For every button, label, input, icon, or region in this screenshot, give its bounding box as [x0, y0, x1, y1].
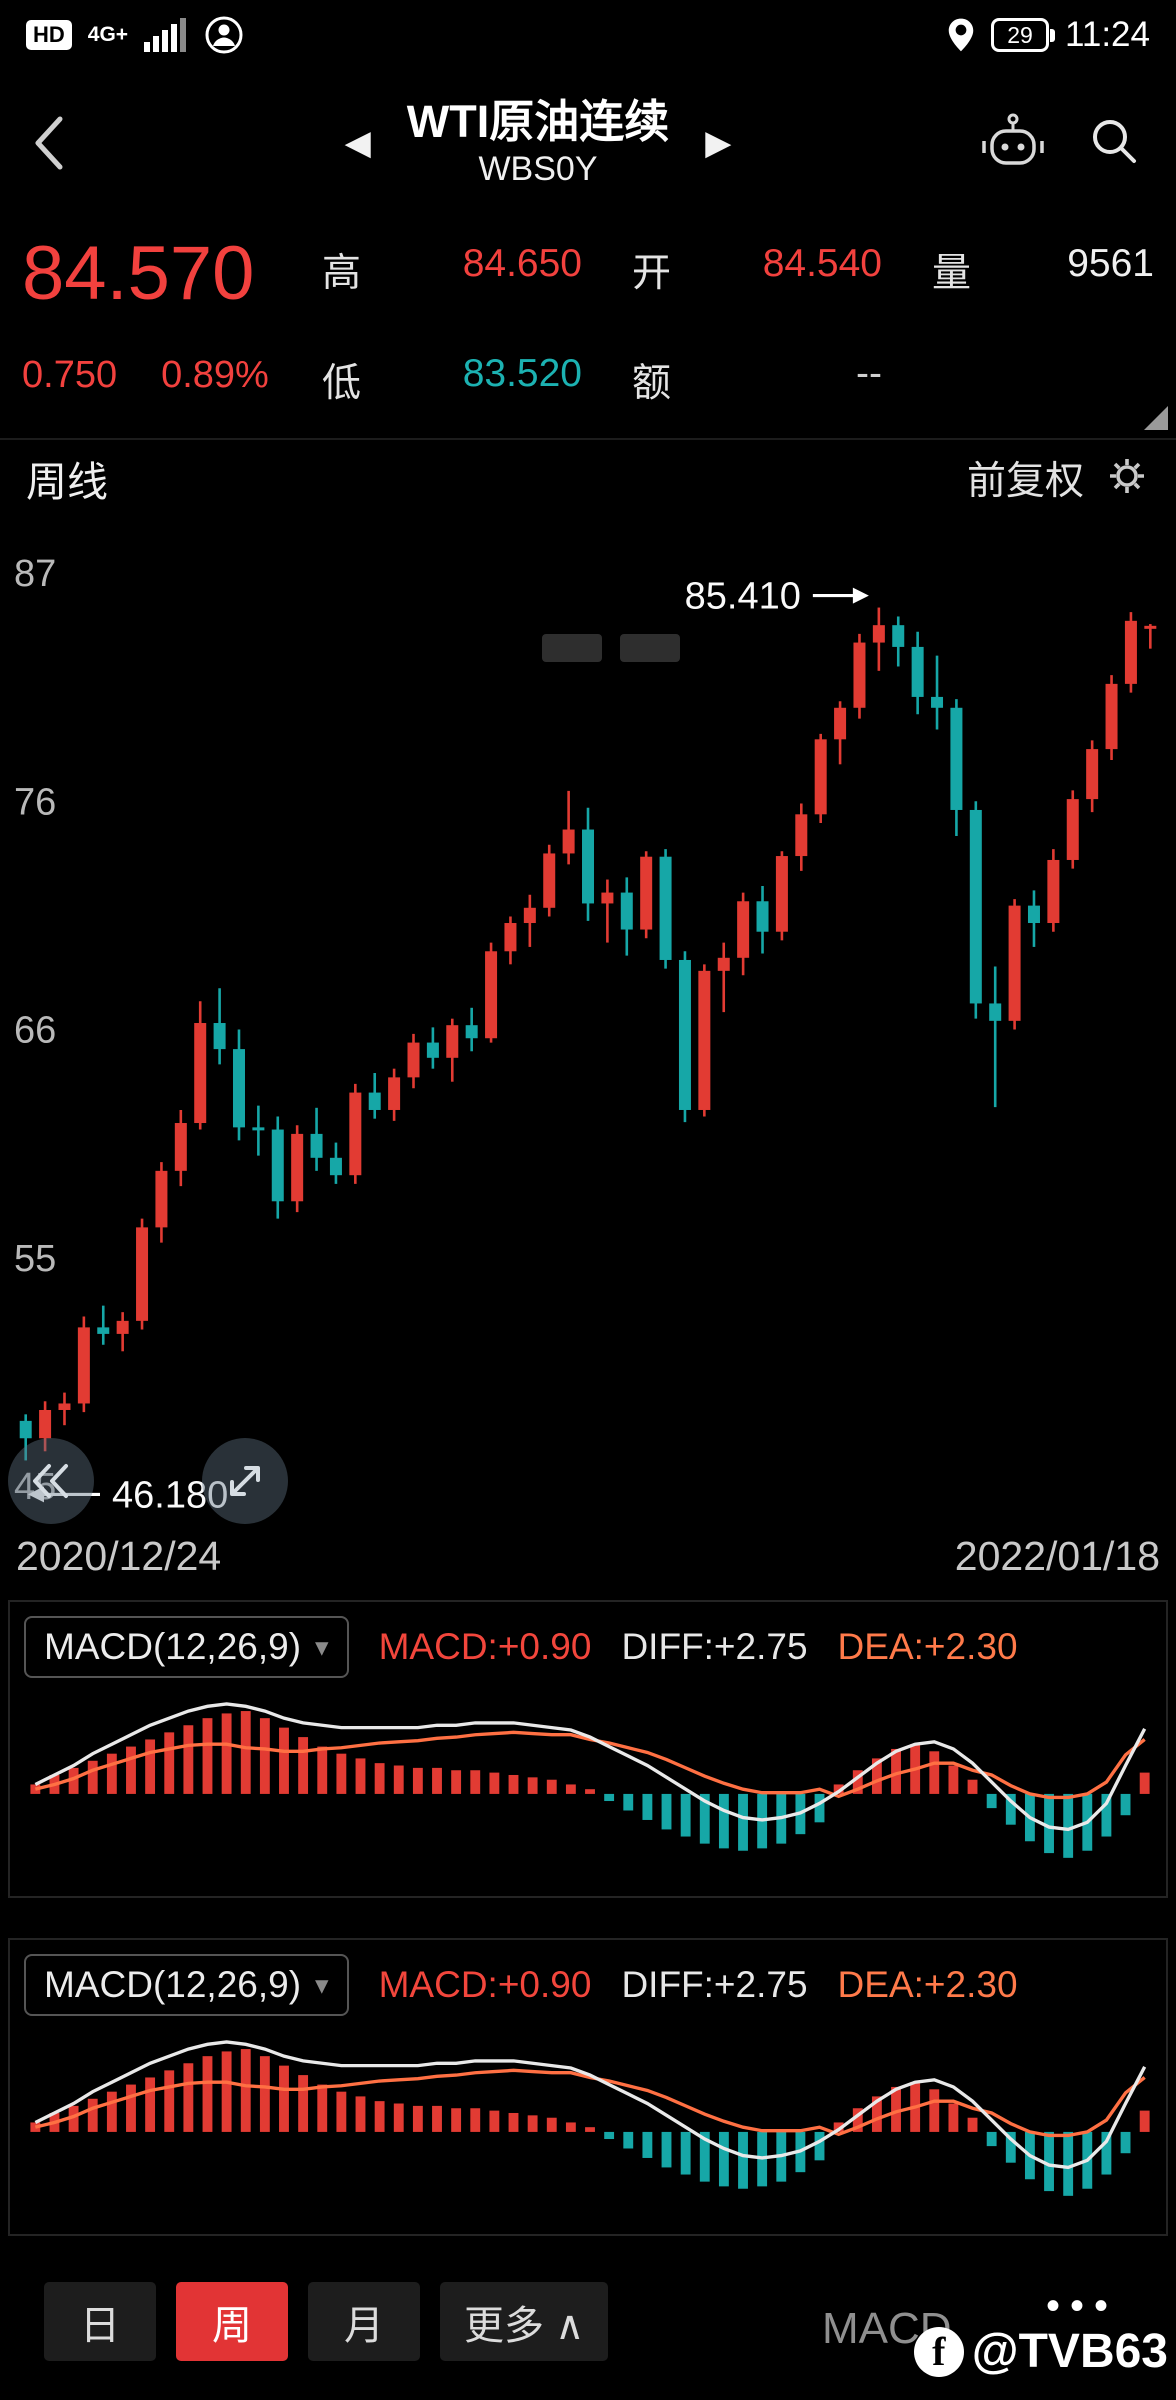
kline-chart[interactable]: 87 76 66 55 45 85.410 46.180	[0, 516, 1176, 1528]
expand-arrows-icon	[230, 1466, 260, 1496]
tab-month[interactable]: 月	[308, 2282, 420, 2361]
tab-day[interactable]: 日	[44, 2282, 156, 2361]
volume-value: 9561	[1067, 242, 1154, 285]
next-symbol-button[interactable]: ▶	[705, 124, 732, 162]
status-bar: HD 4G+ 29 11:24	[0, 0, 1176, 70]
end-date: 2022/01/18	[954, 1532, 1160, 1579]
open-value: 84.540	[762, 242, 882, 285]
status-right-group: 29 11:24	[947, 15, 1150, 55]
macd-header-1: MACD(12,26,9) ▾ MACD:+0.90 DIFF:+2.75 DE…	[24, 1616, 1152, 1678]
tab-more[interactable]: 更多 ∧	[440, 2282, 609, 2361]
indicator-selector-label: MACD(12,26,9)	[44, 1626, 302, 1667]
svg-text:46.180: 46.180	[112, 1474, 228, 1516]
price-change-pct: 0.89%	[161, 353, 269, 396]
signal-bars-icon	[144, 18, 187, 52]
tab-week[interactable]: 周	[176, 2282, 288, 2361]
macd-panel-2: MACD(12,26,9) ▾ MACD:+0.90 DIFF:+2.75 DE…	[8, 1938, 1168, 2236]
chevron-down-icon: ▾	[315, 1969, 329, 2000]
last-price: 84.570	[22, 231, 255, 316]
high-value: 84.650	[462, 242, 582, 285]
network-type-label: 4G+	[87, 23, 129, 46]
svg-text:87: 87	[14, 553, 56, 595]
amount-value: --	[856, 352, 882, 395]
facebook-icon: f	[913, 2326, 964, 2377]
title-group: ◀ WTI原油连续 WBS0Y ▶	[130, 97, 946, 190]
macd-value: MACD:+0.90	[378, 1964, 592, 2005]
chart-toolbar: 周线 前复权	[0, 438, 1176, 516]
period-tabs: 日 周 月 更多 ∧	[44, 2282, 609, 2361]
dea-value: DEA:+2.30	[837, 1626, 1018, 1667]
diff-value: DIFF:+2.75	[621, 1964, 808, 2005]
chart-artifact	[542, 634, 602, 662]
macd-header-2: MACD(12,26,9) ▾ MACD:+0.90 DIFF:+2.75 DE…	[24, 1954, 1152, 2016]
back-button[interactable]	[0, 111, 130, 175]
bottom-bar: 日 周 月 更多 ∧ MACD ••• f @TVB63	[0, 2268, 1176, 2400]
macd-plot[interactable]	[10, 1688, 1170, 1888]
start-date: 2020/12/24	[16, 1532, 222, 1579]
hd-icon: HD	[26, 20, 72, 50]
macd-panel-1: MACD(12,26,9) ▾ MACD:+0.90 DIFF:+2.75 DE…	[8, 1600, 1168, 1898]
low-value: 83.520	[462, 352, 582, 395]
high-label: 高	[322, 252, 362, 295]
more-menu-dots[interactable]: •••	[1046, 2284, 1119, 2328]
indicator-selector[interactable]: MACD(12,26,9) ▾	[24, 1954, 349, 2016]
diff-value: DIFF:+2.75	[621, 1626, 808, 1667]
amount-label: 额	[632, 362, 672, 405]
watermark-handle: @TVB63	[971, 2325, 1168, 2378]
robot-icon	[982, 113, 1044, 165]
indicator-selector-label: MACD(12,26,9)	[44, 1964, 302, 2005]
profile-icon	[205, 16, 243, 54]
date-axis: 2020/12/24 2022/01/18	[0, 1528, 1176, 1584]
price-change: 0.750	[22, 353, 118, 396]
price-change-row: 0.750 0.89%	[22, 354, 322, 397]
indicator-selector[interactable]: MACD(12,26,9) ▾	[24, 1616, 349, 1678]
search-icon	[1093, 119, 1136, 163]
chart-settings-button[interactable]	[1104, 453, 1150, 504]
status-left-group: HD 4G+	[26, 15, 244, 55]
search-button[interactable]	[1086, 113, 1142, 174]
dea-value: DEA:+2.30	[837, 1964, 1018, 2005]
battery-level: 29	[1007, 21, 1033, 48]
assistant-robot-button[interactable]	[980, 111, 1046, 176]
quote-detail-grid: 高 84.650 开 84.540 量 9561 低 83.520 额 --	[322, 234, 1154, 424]
title-block: WTI原油连续 WBS0Y	[407, 97, 669, 190]
symbol-code: WBS0Y	[478, 150, 598, 189]
quote-row-1: 高 84.650 开 84.540 量 9561	[322, 242, 1154, 298]
clock: 11:24	[1065, 15, 1150, 54]
expand-corner-handle[interactable]	[1144, 406, 1168, 430]
svg-text:55: 55	[14, 1238, 56, 1280]
kline-chart-area: 87 76 66 55 45 85.410 46.180	[0, 516, 1176, 1528]
location-icon	[948, 18, 974, 52]
svg-text:66: 66	[14, 1010, 56, 1052]
chevron-down-icon: ▾	[315, 1631, 329, 1662]
watermark: f @TVB63	[913, 2324, 1168, 2379]
chart-artifact	[620, 634, 680, 662]
header: ◀ WTI原油连续 WBS0Y ▶	[0, 70, 1176, 216]
collapse-left-button[interactable]	[8, 1438, 94, 1524]
macd-plot[interactable]	[10, 2026, 1170, 2226]
header-icons	[946, 111, 1176, 176]
gear-icon	[1110, 458, 1144, 493]
quote-row-2: 低 83.520 额 --	[322, 352, 1154, 408]
svg-text:85.410: 85.410	[685, 576, 801, 618]
battery-icon: 29	[991, 18, 1055, 52]
double-chevron-left-icon	[33, 1464, 68, 1498]
period-label: 周线	[26, 459, 108, 505]
adjust-group: 前复权	[967, 450, 1150, 506]
low-label: 低	[322, 362, 362, 405]
expand-chart-button[interactable]	[202, 1438, 288, 1524]
page-title: WTI原油连续	[406, 95, 670, 147]
quote-panel: 84.570 0.750 0.89% 高 84.650 开 84.540 量 9…	[0, 216, 1176, 438]
adjustment-toggle[interactable]: 前复权	[966, 460, 1084, 503]
volume-label: 量	[932, 252, 972, 295]
price-block: 84.570 0.750 0.89%	[22, 234, 322, 424]
svg-text:45: 45	[14, 1466, 56, 1508]
svg-text:76: 76	[14, 781, 56, 823]
open-label: 开	[632, 252, 672, 295]
macd-value: MACD:+0.90	[378, 1626, 592, 1667]
prev-symbol-button[interactable]: ◀	[344, 124, 371, 162]
back-chevron-icon	[35, 116, 63, 170]
